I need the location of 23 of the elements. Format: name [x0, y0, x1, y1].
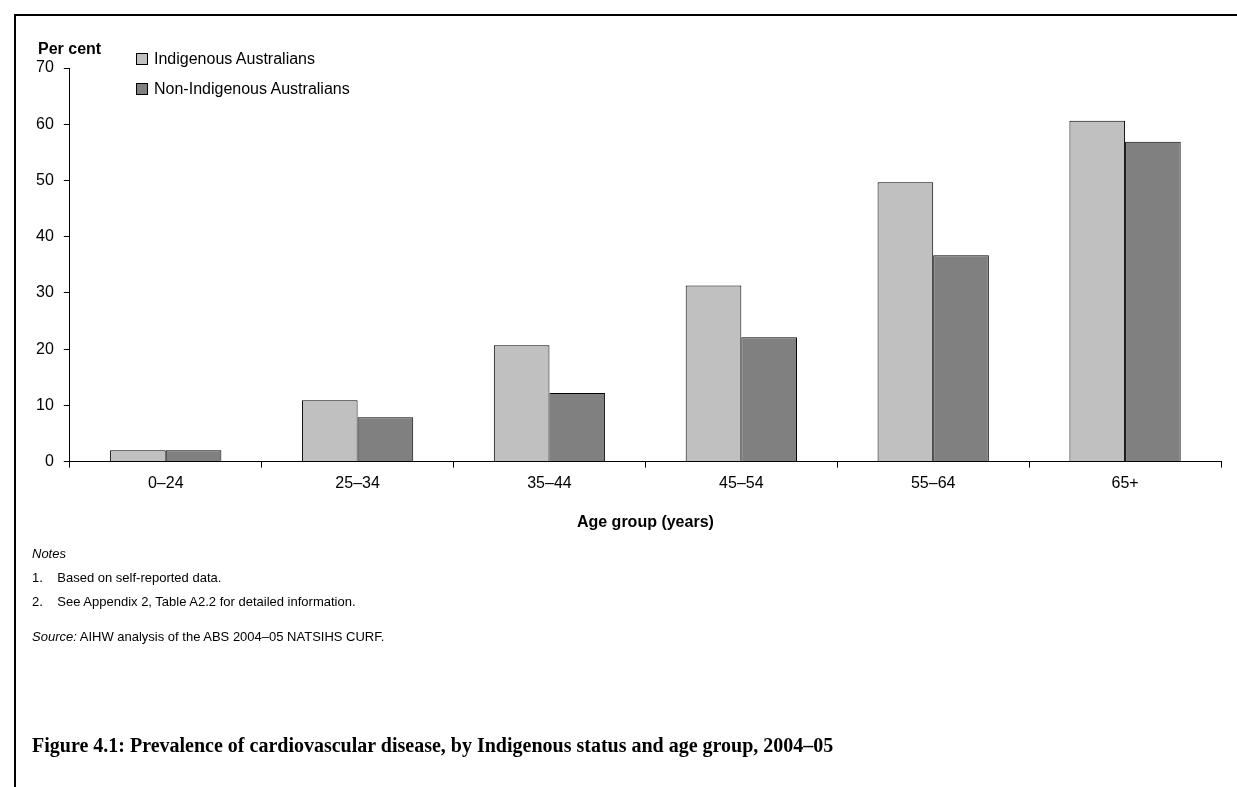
x-tick-label: 25–34: [335, 473, 380, 491]
legend-label: Non-Indigenous Australians: [154, 80, 350, 98]
text: Figure 4.1: Prevalence of cardiovascular disease, by Indigenous status and age group, 2004–05: [32, 734, 834, 757]
x-tick-label: 35–44: [527, 473, 572, 491]
y-tick-label: 40: [36, 227, 54, 245]
y-tick-label: 0: [44, 452, 54, 470]
y-tick-label: 10: [36, 395, 54, 413]
y-axis-title: Per cent: [38, 40, 102, 58]
y-tick-label: 20: [36, 339, 54, 357]
text: 2. See Appendix 2, Table A2.2 for detailed information.: [32, 594, 357, 609]
legend-label: Indigenous Australians: [154, 50, 315, 68]
x-axis-title: Age group (years): [576, 512, 714, 530]
x-tick-label: 45–54: [719, 473, 764, 491]
y-tick-label: 70: [36, 58, 54, 76]
y-tick-label: 30: [36, 283, 54, 301]
y-tick-label: 60: [36, 114, 54, 132]
x-tick-label: 0–24: [147, 473, 184, 491]
source-note: Source: AIHW analysis of the ABS 2004–05 NATSIHS CURF.: [32, 629, 385, 644]
text: Notes: [32, 546, 66, 561]
x-tick-label: 55–64: [910, 473, 956, 491]
y-tick-label: 50: [36, 170, 54, 188]
text: 1. Based on self-reported data.: [32, 570, 223, 585]
x-tick-label: 65+: [1111, 473, 1139, 491]
